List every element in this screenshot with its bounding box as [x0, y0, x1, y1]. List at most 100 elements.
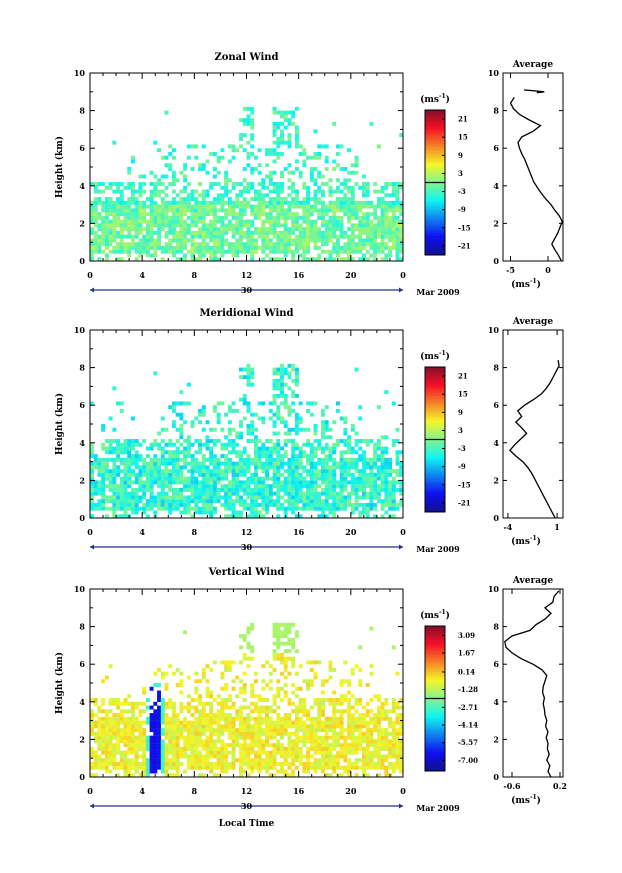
heatmap-cell [250, 136, 255, 141]
heatmap-cell [328, 484, 333, 489]
heatmap-cell [261, 705, 266, 710]
heatmap-cell [160, 765, 165, 770]
heatmap-cell [265, 450, 270, 455]
heatmap-cell [350, 424, 355, 428]
heatmap-cell [134, 502, 139, 507]
colorbar-segment [425, 369, 445, 373]
heatmap-cell [209, 514, 214, 519]
heatmap-cell [283, 728, 288, 733]
heatmap-cell [321, 249, 325, 254]
heatmap-cell [250, 683, 255, 687]
heatmap-cell [313, 660, 318, 665]
heatmap-cell [347, 698, 352, 702]
heatmap-cell [380, 465, 385, 470]
heatmap-cell [373, 495, 378, 500]
heatmap-cell [309, 155, 314, 160]
heatmap-cell [272, 208, 277, 213]
heatmap-cell [123, 514, 128, 519]
heatmap-cell [347, 495, 352, 500]
heatmap-cell [97, 765, 102, 770]
heatmap-cell [186, 230, 191, 235]
heatmap-cell [171, 713, 176, 718]
heatmap-cell [261, 442, 266, 447]
heatmap-cell [242, 446, 247, 451]
heatmap-cell [287, 499, 292, 504]
heatmap-cell [186, 208, 191, 213]
heatmap-cell [138, 472, 143, 477]
heatmap-cell [291, 709, 296, 714]
heatmap-cell [190, 724, 195, 729]
heatmap-cell [153, 223, 158, 228]
heatmap-cell [127, 476, 132, 481]
heatmap-cell [220, 660, 225, 665]
heatmap-cell [324, 679, 329, 684]
heatmap-cell [246, 484, 251, 489]
heatmap-cell [175, 219, 180, 224]
heatmap-cell [235, 204, 240, 209]
heatmap-cell [350, 193, 355, 198]
heatmap-cell [373, 227, 378, 232]
heatmap-cell [130, 758, 135, 763]
heatmap-cell [175, 215, 180, 220]
average-frame [502, 329, 564, 519]
heatmap-cell [149, 193, 154, 198]
heatmap-cell [250, 420, 255, 425]
heatmap-cell [306, 234, 311, 239]
heatmap-cell [190, 219, 195, 224]
heatmap-cell [134, 754, 139, 759]
heatmap-cell [160, 675, 165, 680]
heatmap-cell [134, 454, 139, 459]
heatmap-cell [294, 442, 299, 447]
heatmap-cell [205, 193, 210, 198]
heatmap-cell [153, 457, 158, 462]
heatmap-cell [365, 189, 370, 194]
heatmap-cell [321, 469, 325, 474]
heatmap-cell [227, 249, 232, 254]
heatmap-cell [280, 363, 284, 368]
heatmap-cell [160, 197, 165, 202]
heatmap-cell [175, 245, 180, 250]
heatmap-cell [280, 698, 284, 702]
heatmap-cell [391, 739, 396, 744]
heatmap-cell [198, 446, 202, 451]
heatmap-cell [365, 215, 370, 220]
heatmap-cell [168, 510, 173, 515]
colorbar-segment [425, 415, 445, 419]
heatmap-cell [231, 208, 236, 213]
heatmap-cell [153, 765, 158, 770]
heatmap-cell [108, 480, 113, 485]
heatmap-cell [153, 472, 158, 477]
heatmap-cell [324, 230, 329, 235]
heatmap-cell [354, 163, 359, 168]
heatmap-cell [123, 491, 128, 496]
heatmap-cell [127, 758, 132, 763]
heatmap-cell [153, 442, 158, 447]
heatmap-cell [350, 713, 355, 718]
colorbar-segment [425, 242, 445, 246]
heatmap-cell [261, 450, 266, 455]
heatmap-cell [104, 242, 109, 247]
heatmap-cell [198, 761, 202, 766]
heatmap-cell [116, 257, 121, 262]
heatmap-cell [376, 204, 381, 209]
heatmap-cell [298, 457, 303, 462]
heatmap-cell [291, 510, 296, 515]
heatmap-cell [283, 641, 288, 646]
heatmap-cell [164, 476, 169, 481]
heatmap-cell [276, 461, 281, 466]
heatmap-cell [186, 193, 191, 198]
heatmap-cell [142, 510, 147, 515]
heatmap-cell [395, 227, 400, 232]
heatmap-cell [246, 223, 251, 228]
heatmap-cell [209, 506, 214, 511]
colorbar-segment [425, 420, 445, 423]
heatmap-cell [242, 484, 247, 489]
heatmap-cell [350, 257, 355, 262]
heatmap-cell [164, 442, 169, 447]
heatmap-cell [171, 716, 176, 721]
heatmap-cell [164, 204, 169, 209]
heatmap-cell [376, 495, 381, 500]
heatmap-cell [280, 765, 284, 770]
heatmap-cell [272, 397, 277, 402]
heatmap-cell [160, 457, 165, 462]
